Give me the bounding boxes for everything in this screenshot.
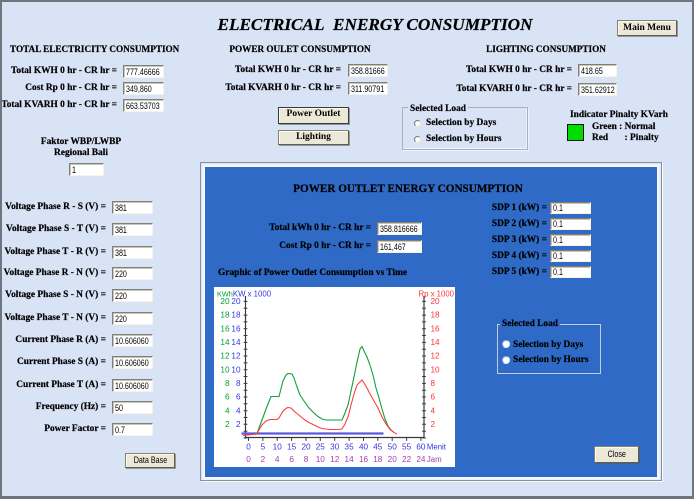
svg-text:22: 22: [402, 455, 412, 464]
svg-text:10: 10: [273, 443, 283, 452]
svg-text:2: 2: [431, 420, 436, 429]
svg-text:12: 12: [330, 455, 340, 464]
svg-text:2: 2: [261, 455, 266, 464]
svg-text:8: 8: [236, 379, 241, 388]
svg-text:25: 25: [316, 443, 326, 452]
svg-text:16: 16: [231, 324, 241, 333]
svg-text:20: 20: [388, 455, 398, 464]
svg-text:18: 18: [220, 311, 230, 320]
svg-text:16: 16: [359, 455, 369, 464]
svg-text:16: 16: [220, 324, 230, 333]
svg-text:45: 45: [373, 443, 383, 452]
svg-text:Rp x 1000: Rp x 1000: [418, 289, 454, 298]
svg-text:35: 35: [345, 443, 355, 452]
svg-text:60: 60: [416, 443, 426, 452]
svg-text:16: 16: [431, 324, 441, 333]
svg-text:Menit: Menit: [427, 443, 447, 452]
svg-text:6: 6: [236, 393, 241, 402]
svg-text:8: 8: [304, 455, 309, 464]
svg-text:5: 5: [261, 443, 266, 452]
svg-text:14: 14: [220, 338, 230, 347]
svg-text:20: 20: [220, 297, 230, 306]
svg-text:14: 14: [231, 338, 241, 347]
svg-text:KW x 1000: KW x 1000: [233, 289, 272, 298]
svg-text:18: 18: [373, 455, 383, 464]
svg-text:10: 10: [231, 365, 241, 374]
svg-text:12: 12: [220, 352, 230, 361]
svg-text:8: 8: [225, 379, 230, 388]
svg-text:55: 55: [402, 443, 412, 452]
svg-text:KWh: KWh: [217, 289, 233, 298]
svg-text:18: 18: [431, 311, 441, 320]
svg-text:20: 20: [431, 297, 441, 306]
svg-text:6: 6: [289, 455, 294, 464]
svg-text:2: 2: [236, 420, 241, 429]
svg-text:15: 15: [287, 443, 297, 452]
svg-text:50: 50: [388, 443, 398, 452]
svg-text:0: 0: [246, 443, 251, 452]
svg-text:8: 8: [431, 379, 436, 388]
svg-text:14: 14: [431, 338, 441, 347]
svg-text:4: 4: [225, 406, 230, 415]
svg-text:4: 4: [275, 455, 280, 464]
svg-text:30: 30: [330, 443, 340, 452]
svg-text:6: 6: [431, 393, 436, 402]
svg-text:40: 40: [359, 443, 369, 452]
svg-text:10: 10: [316, 455, 326, 464]
svg-text:2: 2: [225, 420, 230, 429]
svg-text:4: 4: [431, 406, 436, 415]
svg-text:Jam: Jam: [427, 455, 442, 464]
svg-text:20: 20: [301, 443, 311, 452]
svg-text:12: 12: [231, 352, 241, 361]
svg-text:24: 24: [416, 455, 426, 464]
svg-text:10: 10: [220, 365, 230, 374]
svg-text:4: 4: [236, 406, 241, 415]
svg-text:0: 0: [246, 455, 251, 464]
svg-text:20: 20: [231, 297, 241, 306]
svg-text:6: 6: [225, 393, 230, 402]
svg-text:18: 18: [231, 311, 241, 320]
svg-text:12: 12: [431, 352, 441, 361]
svg-text:10: 10: [431, 365, 441, 374]
svg-text:14: 14: [345, 455, 355, 464]
